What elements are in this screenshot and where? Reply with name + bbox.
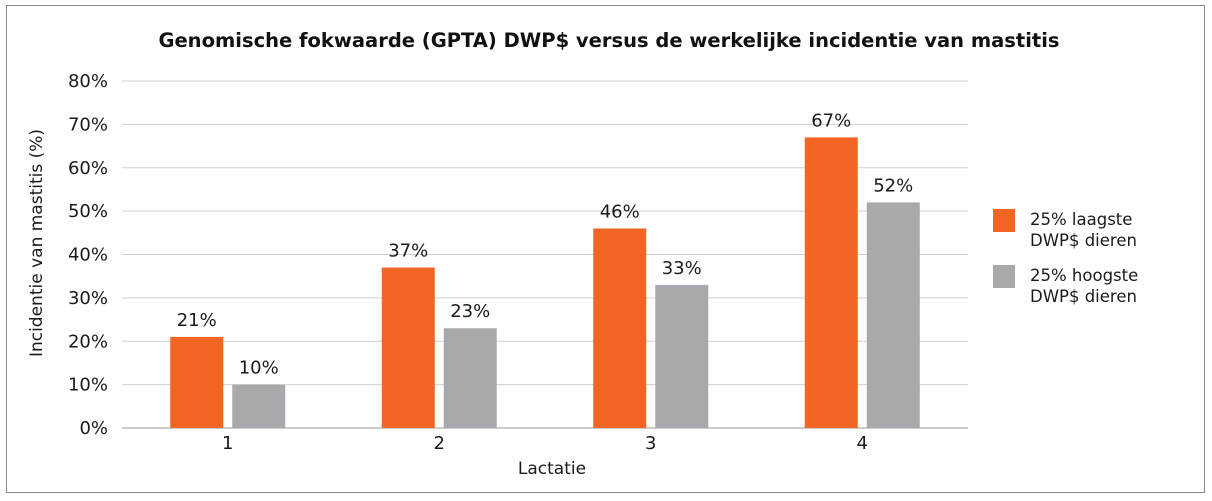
- data-label: 46%: [600, 201, 640, 222]
- bar: [655, 284, 709, 428]
- bar: [804, 137, 858, 428]
- data-label: 52%: [873, 175, 913, 196]
- bars: 21% 10% 37% 23% 46% 33% 67% 52%: [170, 110, 920, 428]
- bar: [170, 336, 224, 428]
- y-tick-label: 50%: [68, 201, 108, 222]
- y-tick-label: 70%: [68, 114, 108, 135]
- data-label: 21%: [177, 310, 217, 331]
- data-label: 33%: [662, 258, 702, 279]
- bar: [381, 267, 435, 428]
- data-label: 23%: [450, 301, 490, 322]
- data-label: 37%: [388, 241, 428, 262]
- y-tick-label: 20%: [68, 331, 108, 352]
- y-tick-label: 30%: [68, 288, 108, 309]
- legend-swatch: [993, 209, 1015, 232]
- bar: [866, 202, 920, 428]
- data-label: 67%: [811, 110, 851, 131]
- bar: [443, 328, 497, 428]
- legend-label: 25% hoogste: [1030, 266, 1138, 285]
- y-tick-label: 0%: [79, 418, 108, 439]
- legend: 25% laagste DWP$ dieren 25% hoogste DWP$ di…: [993, 209, 1138, 306]
- x-axis: 1 2 3 4: [222, 433, 868, 454]
- data-label: 10%: [239, 358, 279, 379]
- y-tick-label: 40%: [68, 245, 108, 266]
- y-tick-label: 80%: [68, 71, 108, 92]
- bar: [593, 228, 647, 428]
- bar: [232, 384, 286, 428]
- x-tick-label: 1: [222, 433, 233, 454]
- y-axis-title: Incidentie van mastitis (%): [27, 129, 47, 357]
- legend-label: DWP$ dieren: [1030, 287, 1137, 306]
- chart-title: Genomische fokwaarde (GPTA) DWP$ versus …: [158, 29, 1059, 52]
- legend-label: 25% laagste: [1030, 210, 1132, 229]
- y-tick-label: 60%: [68, 158, 108, 179]
- x-axis-title: Lactatie: [518, 459, 586, 479]
- x-tick-label: 2: [434, 433, 445, 454]
- legend-label: DWP$ dieren: [1030, 231, 1137, 250]
- y-tick-label: 10%: [68, 375, 108, 396]
- y-axis: 0% 10% 20% 30% 40% 50% 60% 70% 80%: [68, 71, 108, 439]
- x-tick-label: 4: [857, 433, 868, 454]
- legend-swatch: [993, 265, 1015, 288]
- x-tick-label: 3: [645, 433, 656, 454]
